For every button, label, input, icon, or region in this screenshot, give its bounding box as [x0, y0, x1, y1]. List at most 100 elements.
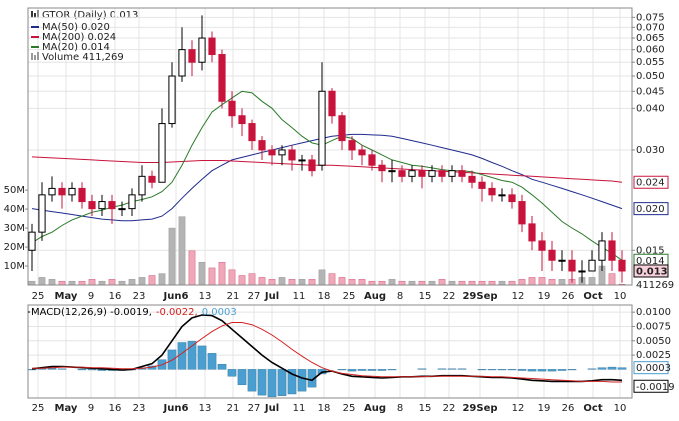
- candle-body: [58, 187, 66, 196]
- candle-body: [518, 201, 526, 225]
- volume-bar: [418, 280, 426, 286]
- volume-bar: [448, 280, 456, 286]
- candle-body: [428, 170, 436, 177]
- y-tick-label: 0.040: [636, 103, 665, 114]
- volume-bar: [438, 279, 446, 286]
- volume-bar: [398, 280, 406, 286]
- volume-bar: [348, 279, 356, 286]
- volume-bar: [278, 277, 286, 286]
- volume-bar: [98, 280, 106, 286]
- volume-bar: [28, 280, 36, 286]
- volume-bar: [478, 280, 486, 286]
- histogram-bar: [447, 368, 457, 370]
- candle-body: [198, 37, 206, 63]
- volume-bar: [48, 279, 56, 286]
- last-value-label: 0.020: [636, 204, 665, 215]
- volume-bar: [378, 280, 386, 286]
- candle-body: [378, 164, 386, 172]
- candle-body: [348, 140, 356, 151]
- candle-body: [508, 194, 516, 203]
- histogram-bar: [37, 368, 47, 370]
- x-tick-label: 21: [227, 403, 240, 414]
- candle-body: [538, 240, 546, 251]
- volume-bar: [148, 275, 156, 286]
- histogram-bar: [507, 369, 517, 371]
- volume-bar: [198, 261, 206, 286]
- macd-line: [32, 322, 622, 383]
- volume-bar: [498, 280, 506, 286]
- candle-body: [588, 259, 596, 272]
- histogram-bar: [287, 369, 297, 395]
- y-tick-label: 0.065: [636, 33, 665, 44]
- histogram-bar: [487, 369, 497, 371]
- volume-tick-label: 20M: [4, 242, 25, 253]
- x-tick-label: 9: [88, 291, 94, 302]
- x-tick-label: 26: [562, 403, 575, 414]
- histogram-bar: [357, 369, 367, 371]
- histogram-bar: [27, 369, 37, 371]
- plot-frame: [27, 304, 633, 399]
- last-value-box-frame: [633, 264, 669, 278]
- volume-tick-label: 30M: [4, 223, 25, 234]
- histogram-bar: [207, 353, 217, 370]
- volume-bar: [408, 280, 416, 286]
- volume-bar: [58, 280, 66, 286]
- histogram-bar: [587, 368, 597, 370]
- candle-body: [128, 194, 136, 210]
- histogram-bar: [377, 369, 387, 371]
- histogram-bar: [517, 369, 527, 371]
- candle-body: [408, 170, 416, 177]
- y-tick-label: 0.055: [636, 57, 665, 68]
- x-tick-label: 26: [562, 291, 575, 302]
- candle-body: [598, 240, 606, 261]
- histogram-bar: [477, 369, 487, 371]
- volume-bar: [68, 280, 76, 286]
- candle-body: [388, 170, 396, 173]
- last-value-box-frame: [633, 361, 669, 375]
- volume-bar: [238, 275, 246, 286]
- last-value-box-frame: [633, 202, 669, 216]
- candle-body: [88, 201, 96, 210]
- y-tick-label: 0.050: [636, 71, 665, 82]
- x-tick-label: 18: [318, 291, 331, 302]
- candle-body: [448, 170, 456, 177]
- last-value-box: 0.020: [633, 202, 669, 216]
- candle-body: [108, 201, 116, 210]
- histogram-bar: [367, 369, 377, 371]
- volume-bar: [608, 273, 616, 286]
- x-tick-label: 16: [109, 403, 122, 414]
- y-tick-label: 0.0025: [636, 350, 671, 361]
- y-tick-label: 0.030: [636, 145, 665, 156]
- x-tick-label: 29Sep: [462, 291, 497, 302]
- candle-body: [368, 154, 376, 166]
- x-tick-label: 11: [293, 403, 306, 414]
- volume-bar: [318, 269, 326, 286]
- histogram-bar: [387, 369, 397, 371]
- x-tick-label: 19: [538, 403, 551, 414]
- candle-body: [548, 249, 556, 261]
- volume-tick-label: 10M: [4, 261, 25, 272]
- x-tick-label: 22: [443, 403, 456, 414]
- candle-body: [488, 187, 496, 196]
- candle-body: [258, 140, 266, 151]
- x-tick-label: 27: [248, 291, 261, 302]
- histogram-bar: [237, 369, 247, 386]
- histogram-bar: [437, 368, 447, 370]
- legend-swatch: [34, 55, 36, 60]
- volume-bar: [268, 279, 276, 286]
- volume-bar: [428, 280, 436, 286]
- histogram-bar: [187, 341, 197, 370]
- volume-bar: [88, 279, 96, 286]
- histogram-bar: [497, 369, 507, 371]
- histogram-bar: [607, 366, 617, 370]
- histogram-bar: [267, 369, 277, 398]
- candle-body: [578, 270, 586, 273]
- volume-bar: [258, 277, 266, 286]
- candle-body: [228, 100, 236, 117]
- candle-body: [208, 37, 216, 56]
- candle-body: [138, 175, 146, 196]
- volume-tick-label: 40M: [4, 204, 25, 215]
- legend-label: MA(20) 0.014: [42, 42, 110, 53]
- y-tick-label: 0.0050: [636, 336, 671, 347]
- histogram-bar: [257, 369, 267, 396]
